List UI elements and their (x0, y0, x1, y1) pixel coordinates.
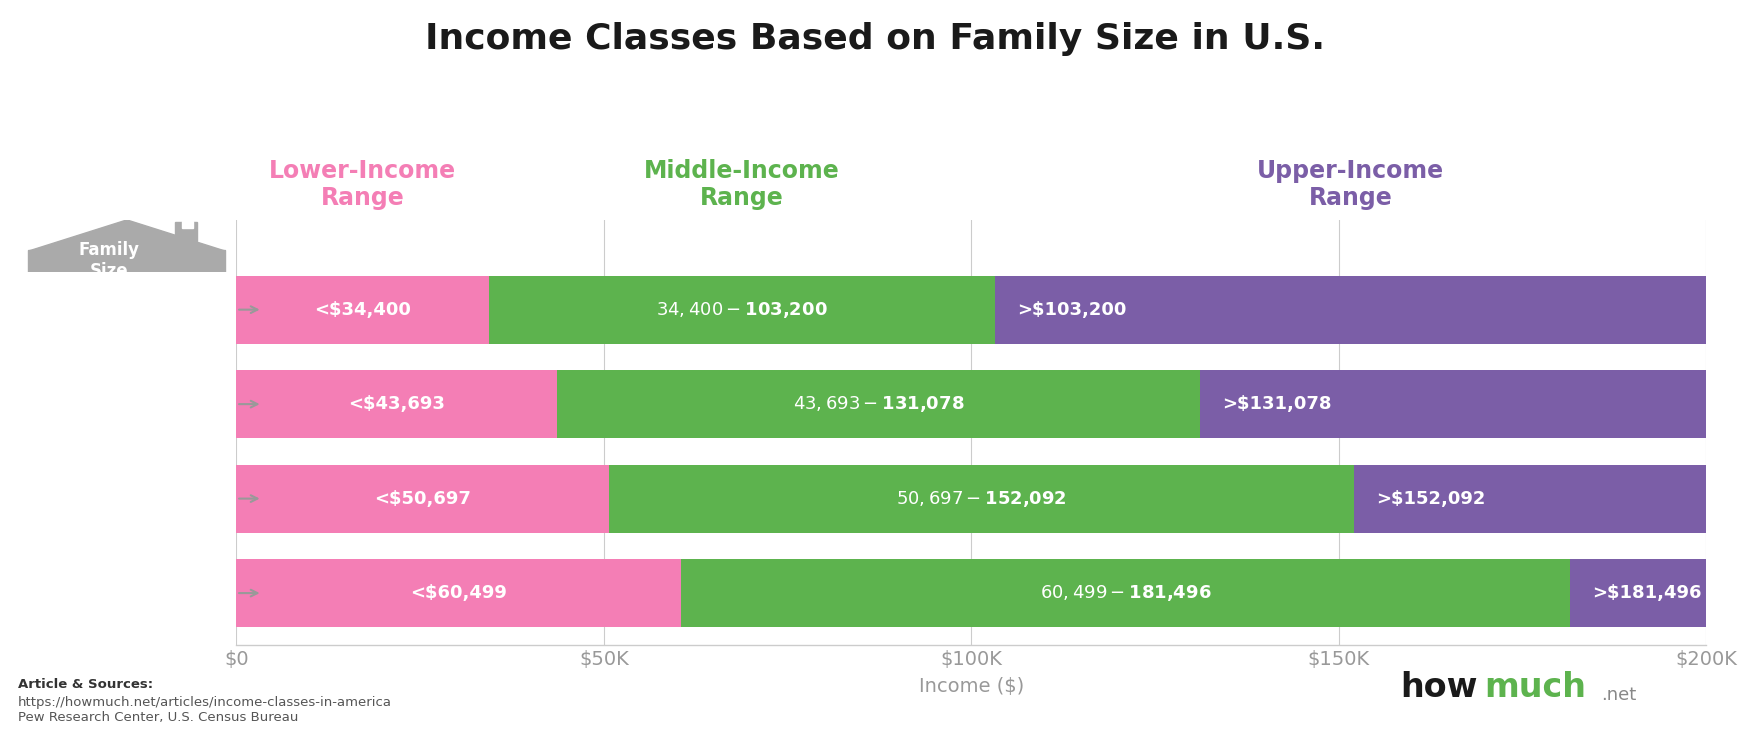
Text: <$60,499: <$60,499 (410, 584, 507, 602)
Text: https://howmuch.net/articles/income-classes-in-america
Pew Research Center, U.S.: https://howmuch.net/articles/income-clas… (18, 696, 392, 724)
Text: Article & Sources:: Article & Sources: (18, 678, 152, 691)
Text: >$152,092: >$152,092 (1376, 490, 1486, 508)
Text: how: how (1400, 671, 1477, 704)
Bar (1200, 370, 1706, 438)
FancyBboxPatch shape (142, 396, 186, 427)
Text: $43,693 - $131,078: $43,693 - $131,078 (793, 394, 964, 414)
FancyBboxPatch shape (40, 585, 84, 616)
Bar (488, 276, 994, 344)
Polygon shape (28, 220, 226, 251)
Bar (1570, 559, 1706, 627)
Bar (236, 276, 488, 344)
Text: Upper-Income
Range: Upper-Income Range (1256, 158, 1444, 210)
Text: <$50,697: <$50,697 (374, 490, 471, 508)
Bar (994, 276, 1706, 344)
Text: >$131,078: >$131,078 (1222, 395, 1332, 413)
Text: <$34,400: <$34,400 (315, 301, 411, 319)
Bar (28, 250, 226, 272)
FancyBboxPatch shape (105, 490, 149, 522)
Bar (558, 370, 1200, 438)
FancyBboxPatch shape (105, 301, 149, 333)
Bar (236, 559, 681, 627)
FancyBboxPatch shape (68, 396, 112, 427)
Circle shape (51, 474, 94, 490)
Circle shape (142, 380, 186, 395)
Text: >$181,496: >$181,496 (1592, 584, 1701, 602)
Text: Middle-Income
Range: Middle-Income Range (644, 158, 840, 210)
Bar (182, 221, 192, 228)
Bar (609, 465, 1354, 533)
Text: $50,697 - $152,092: $50,697 - $152,092 (896, 489, 1068, 509)
Text: >$103,200: >$103,200 (1017, 301, 1127, 319)
Circle shape (128, 569, 172, 584)
Text: Lower-Income
Range: Lower-Income Range (270, 158, 457, 210)
FancyBboxPatch shape (84, 585, 128, 616)
Circle shape (84, 569, 128, 584)
Text: $34,400 - $103,200: $34,400 - $103,200 (656, 300, 828, 320)
X-axis label: Income ($): Income ($) (919, 677, 1024, 696)
FancyBboxPatch shape (51, 490, 94, 522)
Circle shape (105, 285, 149, 301)
FancyBboxPatch shape (172, 585, 215, 616)
Circle shape (172, 569, 215, 584)
Text: Income Classes Based on Family Size in U.S.: Income Classes Based on Family Size in U… (425, 22, 1325, 56)
Bar (236, 465, 609, 533)
Circle shape (68, 380, 112, 395)
Text: much: much (1484, 671, 1586, 704)
Circle shape (105, 474, 149, 490)
FancyBboxPatch shape (159, 490, 203, 522)
Text: <$43,693: <$43,693 (348, 395, 444, 413)
Text: $60,499 - $181,496: $60,499 - $181,496 (1040, 583, 1211, 603)
Circle shape (159, 474, 203, 490)
Circle shape (40, 569, 84, 584)
Text: Family
Size: Family Size (79, 241, 140, 280)
Bar (681, 559, 1570, 627)
Text: .net: .net (1601, 685, 1636, 704)
Bar (1354, 465, 1706, 533)
Bar (236, 370, 558, 438)
Bar (175, 223, 198, 240)
FancyBboxPatch shape (128, 585, 172, 616)
